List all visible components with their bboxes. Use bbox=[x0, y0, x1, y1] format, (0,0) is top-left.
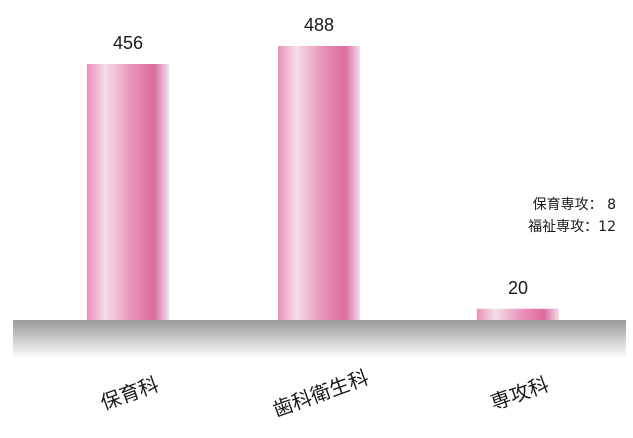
data-label: 20 bbox=[508, 278, 528, 298]
value-labels-group: 456 488 20 bbox=[113, 15, 528, 298]
annotation-line: 福祉専攻：12 bbox=[528, 219, 616, 235]
bar bbox=[278, 46, 360, 320]
category-label: 歯科衛生科 bbox=[270, 365, 372, 422]
data-label: 456 bbox=[113, 33, 143, 53]
bar bbox=[87, 63, 169, 320]
annotation-line: 保育専攻： 8 bbox=[533, 197, 616, 213]
chart-floor bbox=[13, 320, 626, 358]
annotation-note: 保育専攻： 8 福祉専攻：12 bbox=[528, 197, 616, 235]
bars-group bbox=[87, 46, 559, 320]
data-label: 488 bbox=[304, 15, 334, 35]
category-labels-group: 保育科 歯科衛生科 専攻科 bbox=[97, 365, 552, 422]
category-label: 専攻科 bbox=[487, 372, 552, 415]
floor-plane bbox=[13, 320, 626, 358]
bar bbox=[477, 308, 559, 320]
category-label: 保育科 bbox=[97, 372, 162, 415]
